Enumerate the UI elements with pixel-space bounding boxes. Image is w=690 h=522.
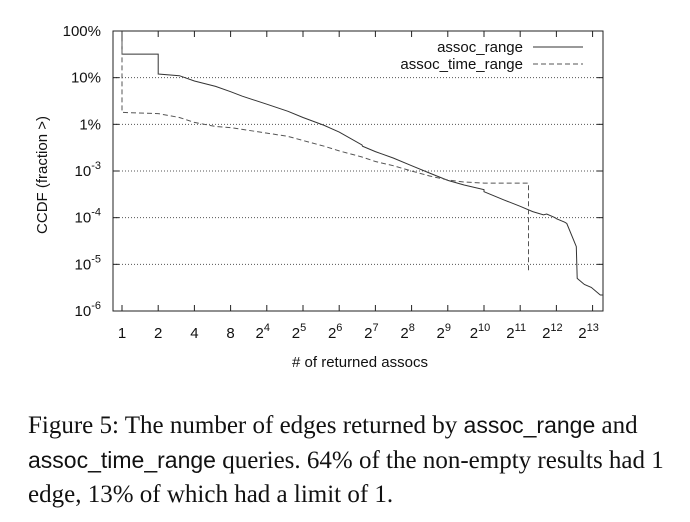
x-tick-base: 1 xyxy=(118,325,126,342)
y-tick-exp: -6 xyxy=(91,300,101,312)
x-tick-base: 2 xyxy=(154,325,162,342)
x-tick-exp: 9 xyxy=(445,322,451,334)
x-axis-title: # of returned assocs xyxy=(292,354,428,371)
x-tick-base: 2 xyxy=(578,325,586,342)
x-tick-label: 211 xyxy=(506,322,526,342)
y-tick-label: 10-6 xyxy=(75,300,101,320)
y-tick-base: 10 xyxy=(75,256,92,273)
x-tick-base: 2 xyxy=(542,325,550,342)
x-tick-label: 29 xyxy=(437,322,451,342)
x-tick-label: 1 xyxy=(118,325,126,342)
x-tick-label: 213 xyxy=(578,322,599,342)
x-tick-exp: 12 xyxy=(550,322,562,334)
legend-label-assoc-time-range: assoc_time_range xyxy=(400,56,523,73)
y-axis: 100%10%1%10-310-410-510-6 xyxy=(63,23,603,320)
x-tick-label: 8 xyxy=(226,325,234,342)
x-tick-label: 25 xyxy=(292,322,306,342)
ccdf-chart: 100%10%1%10-310-410-510-6 1 2 4 8 24 25 26 27 28… xyxy=(34,23,604,371)
legend-label-assoc-range: assoc_range xyxy=(437,39,523,56)
y-tick-label: 10% xyxy=(71,70,101,87)
y-tick-base: 10 xyxy=(75,210,92,227)
x-tick-base: 2 xyxy=(256,325,264,342)
x-tick-exp: 7 xyxy=(373,322,379,334)
y-axis-title: CCDF (fraction >) xyxy=(34,116,51,234)
x-tick-label: 27 xyxy=(364,322,378,342)
x-tick-base: 2 xyxy=(400,325,408,342)
y-tick-label: 1% xyxy=(79,116,101,133)
y-tick-exp: -5 xyxy=(91,253,101,265)
x-tick-base: 2 xyxy=(437,325,445,342)
x-tick-base: 4 xyxy=(190,325,198,342)
x-tick-exp: 8 xyxy=(409,322,415,334)
y-tick-label: 10-5 xyxy=(75,253,101,273)
x-tick-exp: 4 xyxy=(264,322,270,334)
y-tick-label: 10-4 xyxy=(75,207,101,227)
plot-border xyxy=(112,30,604,312)
figure-caption: Figure 5: The number of edges returned b… xyxy=(28,408,668,512)
gridlines xyxy=(113,77,603,265)
plot-frame xyxy=(112,30,604,312)
y-tick-base: 10 xyxy=(75,303,92,320)
x-tick-base: 2 xyxy=(364,325,372,342)
x-tick-label: 28 xyxy=(400,322,414,342)
x-tick-base: 2 xyxy=(506,325,514,342)
x-tick-base: 2 xyxy=(292,325,300,342)
x-tick-label: 212 xyxy=(542,322,563,342)
y-tick-label: 100% xyxy=(63,23,101,40)
x-tick-exp: 13 xyxy=(587,322,599,334)
x-tick-label: 4 xyxy=(190,325,198,342)
x-tick-base: 2 xyxy=(470,325,478,342)
x-tick-base: 2 xyxy=(328,325,336,342)
x-tick-exp: 10 xyxy=(478,322,490,334)
caption-text-2: and xyxy=(595,412,638,439)
series-line-assoc-range xyxy=(121,31,603,296)
x-tick-exp: 5 xyxy=(300,322,306,334)
y-tick-base: 10 xyxy=(75,163,92,180)
y-tick-exp: -4 xyxy=(91,207,101,219)
x-tick-base: 8 xyxy=(226,325,234,342)
x-tick-label: 210 xyxy=(470,322,491,342)
y-tick-label: 10-3 xyxy=(75,160,101,180)
y-tick-exp: -3 xyxy=(91,160,101,172)
caption-text-1: The number of edges returned by xyxy=(118,412,464,439)
caption-code-assoc-range: assoc_range xyxy=(463,412,596,438)
x-tick-exp: 6 xyxy=(336,322,342,334)
x-tick-label: 2 xyxy=(154,325,162,342)
x-tick-label: 24 xyxy=(256,322,270,342)
caption-label: Figure 5: xyxy=(28,412,119,439)
x-tick-label: 26 xyxy=(328,322,342,342)
caption-text-3: queries. 64% of the non-empty results ha… xyxy=(28,447,664,508)
x-axis: 1 2 4 8 24 25 26 27 28 29 210 211 212 213 xyxy=(118,31,599,342)
series-lines xyxy=(121,31,603,296)
series-line-assoc-time-range xyxy=(121,41,529,274)
caption-code-assoc-time-range: assoc_time_range xyxy=(28,447,216,473)
x-tick-exp: 11 xyxy=(515,322,526,334)
